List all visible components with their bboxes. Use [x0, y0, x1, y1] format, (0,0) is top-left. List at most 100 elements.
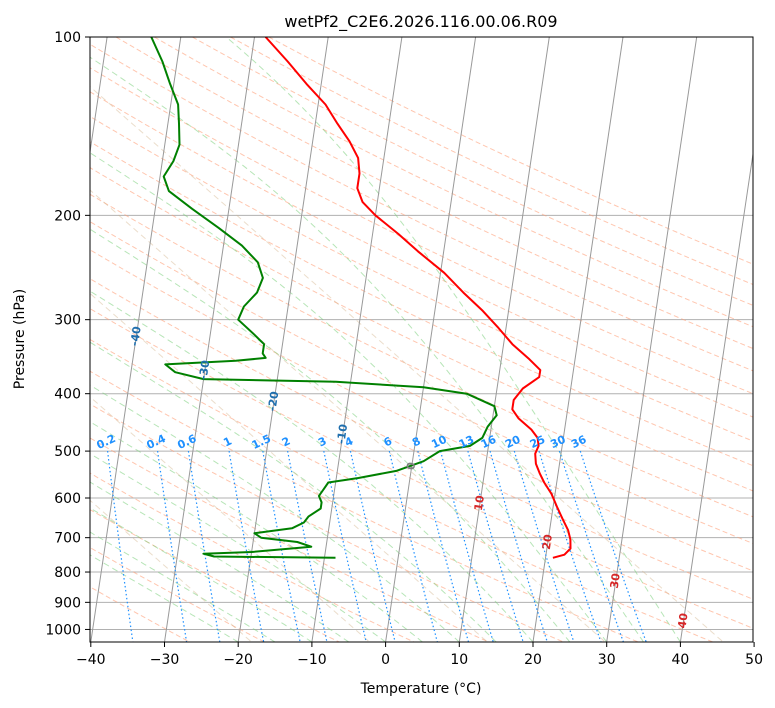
ancillary-curve: [90, 499, 252, 642]
mixing-ratio-line: [323, 450, 367, 642]
dry-adiabat: [90, 278, 753, 600]
isotherm: [90, 37, 108, 156]
moist-adiabat: [90, 152, 608, 642]
isotherm-label: -30: [197, 359, 213, 381]
isotherm: [164, 37, 255, 642]
isotherm: [237, 37, 329, 642]
dry-adiabat: [90, 67, 753, 395]
y-tick-label: 600: [54, 491, 81, 507]
dry-adiabat: [90, 370, 639, 642]
mixing-ratio-line: [287, 450, 328, 642]
dry-adiabat: [90, 193, 753, 518]
dry-adiabat: [90, 437, 489, 642]
dry-adiabat: [90, 338, 713, 642]
y-tick-label: 500: [54, 444, 81, 460]
isotherm-label: 20: [540, 533, 555, 550]
moist-adiabat: [90, 453, 386, 642]
moist-adiabat: [90, 341, 497, 642]
mixing-ratio-line: [579, 450, 647, 642]
x-tick-label: 30: [598, 652, 616, 668]
temperature-profile: [264, 37, 572, 559]
ancillary-curve: [90, 189, 606, 642]
isotherm-label: -20: [266, 390, 282, 412]
x-tick-label: 20: [524, 652, 542, 668]
dewpoint-profile: [150, 37, 498, 559]
mixing-ratio-line: [489, 450, 548, 642]
mixing-ratio-line: [558, 450, 624, 642]
dry-adiabat: [90, 546, 265, 642]
dry-adiabat: [90, 249, 753, 572]
y-tick-label: 800: [54, 565, 81, 581]
isotherm: [532, 37, 624, 642]
isotherm: [458, 37, 550, 642]
moist-adiabat: [90, 481, 350, 642]
chart-title: wetPf2_C2E6.2026.116.00.06.R09: [284, 12, 557, 32]
x-tick-label: 10: [450, 652, 468, 668]
x-tick-label: −20: [223, 652, 253, 668]
x-tick-label: 0: [381, 652, 390, 668]
y-tick-label: 900: [54, 595, 81, 611]
dry-adiabat: [153, 37, 753, 328]
ancillary-curve: [90, 292, 488, 642]
isotherm-label: 0: [404, 461, 418, 471]
profile-series: [150, 37, 572, 559]
isotherm-label: 10: [472, 494, 487, 511]
ancillary-curve: [90, 396, 370, 642]
moist-adiabat: [225, 37, 681, 642]
moist-adiabat: [90, 228, 571, 642]
x-axis-title: Temperature (°C): [360, 681, 482, 697]
y-tick-label: 1000: [45, 622, 81, 638]
y-tick-label: 200: [54, 208, 81, 224]
mixing-ratio-line: [513, 450, 575, 642]
mixing-ratio-label: 30: [548, 433, 568, 451]
x-tick-label: −30: [150, 652, 180, 668]
moist-adiabat: [90, 421, 423, 642]
x-tick-label: 50: [745, 652, 763, 668]
moist-adiabat: [90, 384, 460, 642]
y-tick-label: 300: [54, 313, 81, 329]
isotherm-label: -40: [128, 325, 144, 347]
isotherm: [90, 37, 182, 642]
isotherm-label: 40: [676, 612, 691, 629]
dry-adiabat: [90, 586, 190, 642]
isotherm: [385, 37, 477, 642]
x-tick-label: 40: [671, 652, 689, 668]
mixing-ratio-line: [467, 450, 524, 642]
isotherms: [90, 37, 753, 642]
mixing-ratio-label: 36: [569, 433, 589, 451]
isotherm-label: -10: [334, 423, 350, 445]
dry-adiabat: [115, 37, 753, 350]
mixing-ratio-line: [349, 450, 396, 642]
dry-adiabat: [90, 167, 753, 492]
mixing-ratio-label: 20: [503, 433, 523, 451]
dry-adiabat: [90, 308, 753, 629]
y-axis-title: Pressure (hPa): [12, 289, 28, 389]
moist-adiabat: [90, 290, 534, 642]
mixing-ratio-line: [440, 450, 494, 642]
x-axis-ticks: −40 −30 −20 −10 0 10 20 30 40 50: [76, 642, 763, 668]
mixing-ratio-label: 25: [528, 433, 547, 451]
mixing-ratio-line: [388, 450, 438, 642]
mixing-ratio-label: 13: [457, 433, 476, 451]
x-tick-label: −10: [297, 652, 327, 668]
x-tick-label: −40: [76, 652, 106, 668]
isotherm: [606, 37, 698, 642]
y-tick-label: 400: [54, 387, 81, 403]
plot-frame: [89, 36, 754, 643]
moist-adiabat: [90, 531, 276, 642]
y-axis-ticks: 100 200 300 400 500 600 700 800 900 1000: [45, 30, 90, 638]
mixing-ratio-line: [107, 451, 134, 642]
dry-adiabat: [230, 37, 753, 286]
isotherm-label: 30: [608, 572, 623, 589]
y-tick-label: 700: [54, 531, 81, 547]
mixing-ratio-label: 10: [429, 433, 449, 451]
mixing-ratio-label: 16: [479, 433, 499, 451]
plot-area: -100-90-80-70-60-50-40-30-20-10010203040…: [90, 37, 753, 642]
mixing-ratio-line: [157, 451, 188, 642]
moist-adiabat: [90, 554, 239, 642]
mixing-ratio-line: [417, 450, 470, 642]
y-tick-label: 100: [54, 30, 81, 46]
moist-adiabat: [90, 56, 644, 642]
mixing-ratio-line: [262, 450, 301, 642]
